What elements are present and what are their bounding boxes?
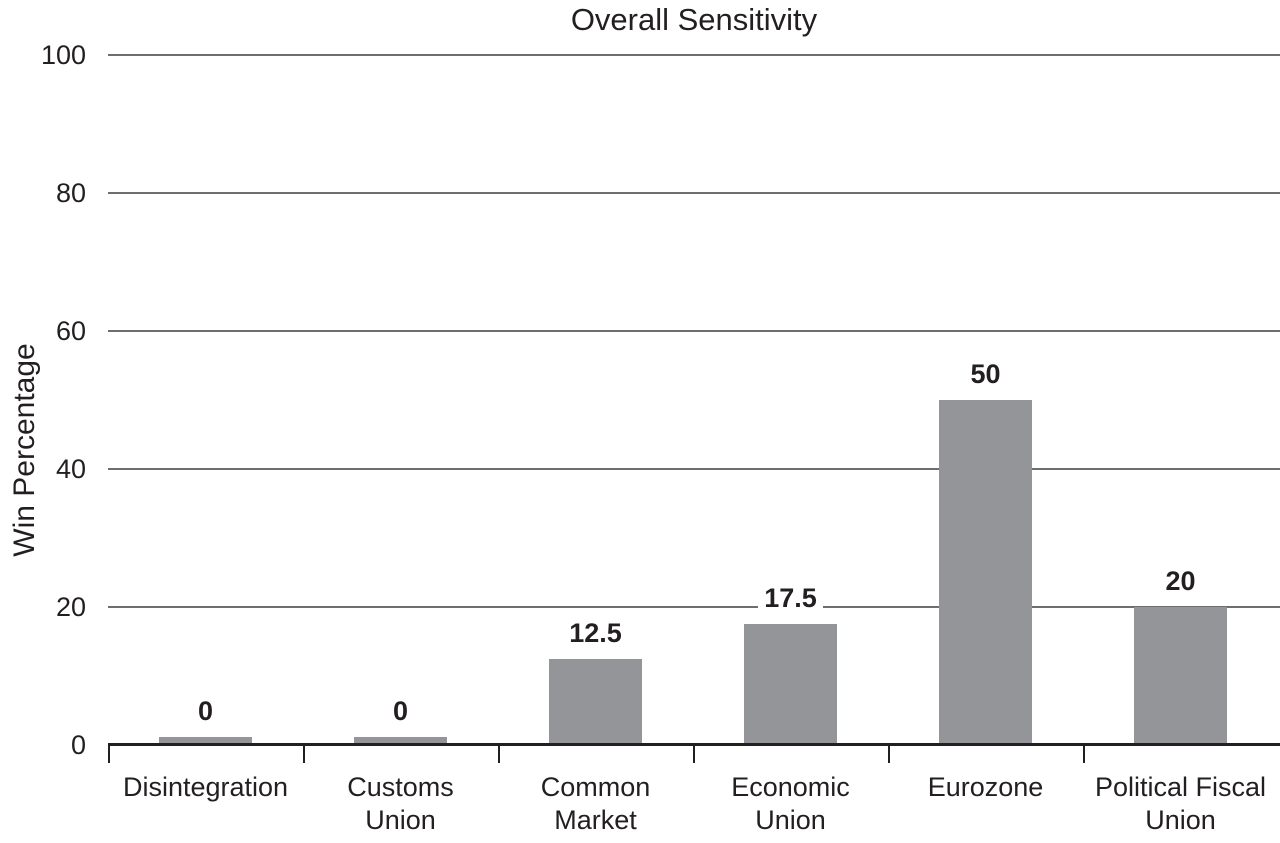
bar-cell: 20 [1083,55,1278,745]
gridline [108,606,1280,608]
x-category-label: Political Fiscal Union [1083,771,1278,837]
bar-value-label: 20 [1159,566,1202,597]
x-axis-line [108,743,1280,746]
bar [159,737,252,745]
x-category-label-line: Market [554,805,637,835]
bar [549,658,642,745]
bar-cell: 0 [303,55,498,745]
bars-row: 0 0 12.5 17.5 50 20 [108,55,1280,745]
y-tick-label: 100 [40,40,86,70]
y-tick-label: 20 [55,592,86,622]
x-category-label: Economic Union [693,771,888,837]
bar-cell: 17.5 [693,55,888,745]
bar [939,400,1032,745]
y-axis-label: Win Percentage [8,343,41,557]
x-category-label: Eurozone [888,771,1083,837]
bar-cell: 12.5 [498,55,693,745]
x-axis-tick [108,745,110,763]
x-axis-tick [693,745,695,763]
bar-value-label: 17.5 [758,583,823,615]
bar-value-label: 0 [386,696,415,727]
plot-area: 0 0 12.5 17.5 50 20 [108,54,1280,763]
y-tick-label: 60 [55,316,86,346]
bar [744,624,837,745]
x-category-label-line: Disintegration [122,772,289,802]
y-tick-label: 40 [55,454,86,484]
bar-value-label: 12.5 [563,617,628,649]
x-labels-row: Disintegration Customs Union Common Market Ec… [108,771,1280,837]
x-category-label-line: Eurozone [927,772,1044,802]
chart-title: Overall Sensitivity [570,2,818,37]
x-axis-tick [498,745,500,763]
x-category-label-line: Union [1145,805,1216,835]
bar-value-label: 0 [191,696,220,727]
gridline [108,468,1280,470]
x-category-label: Disintegration [108,771,303,837]
x-axis-tick [888,745,890,763]
bar-value-label: 50 [964,359,1007,390]
x-category-label-line: Economic [731,772,850,802]
bar-cell: 50 [888,55,1083,745]
y-tick-label: 80 [55,178,86,208]
bar [1134,607,1227,745]
gridline [108,192,1280,194]
y-tick-label: 0 [70,730,86,760]
bar-cell: 0 [108,55,303,745]
x-axis-tick [1083,745,1085,763]
x-category-label-line: Common [540,772,651,802]
x-category-label-line: Union [755,805,826,835]
gridline [108,330,1280,332]
x-category-label: Customs Union [303,771,498,837]
x-category-label-line: Union [365,805,436,835]
x-axis-tick [303,745,305,763]
gridline [108,54,1280,56]
x-category-label-line: Political Fiscal [1094,772,1267,802]
bar [354,737,447,745]
x-category-label-line: Customs [347,772,454,802]
x-category-label: Common Market [498,771,693,837]
